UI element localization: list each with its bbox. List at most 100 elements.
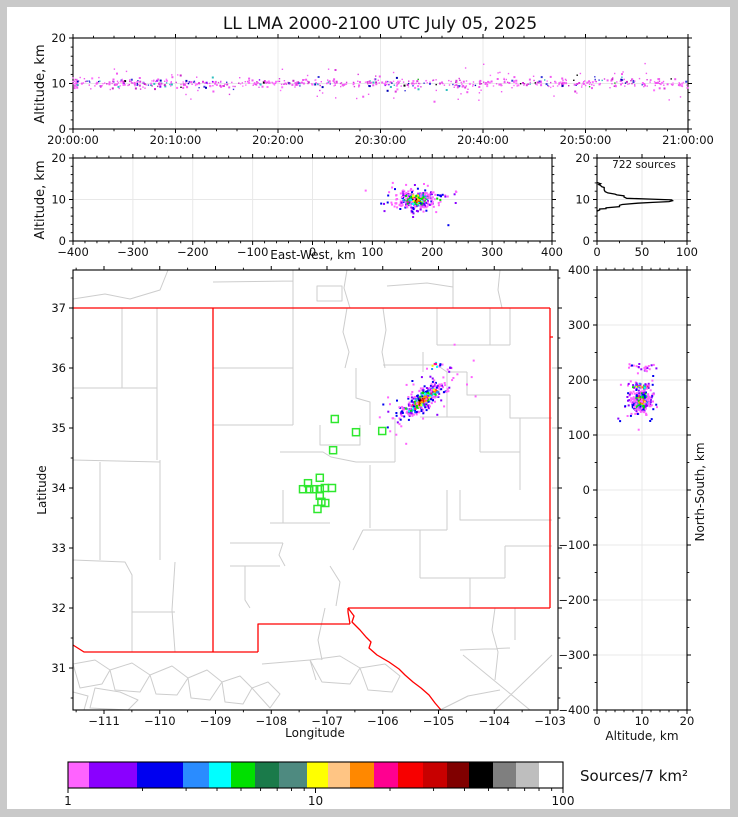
svg-text:10: 10 (575, 193, 590, 207)
svg-text:20: 20 (51, 31, 66, 45)
svg-text:−300: −300 (117, 245, 149, 259)
panel-altitude-histogram: 0 50 100 0 10 20 (575, 151, 698, 259)
altitude-histogram-curve (596, 181, 674, 212)
svg-text:20:50:00: 20:50:00 (560, 133, 612, 147)
svg-text:200: 200 (421, 245, 443, 259)
p1-ylabel: Altitude, km (33, 44, 48, 123)
svg-text:37: 37 (51, 301, 66, 315)
svg-text:34: 34 (51, 481, 66, 495)
panel-ew-height: −400 −300 −200 −100 0 100 200 300 400 0 10 20 (51, 151, 563, 259)
ns-ylabel: North-South, km (693, 442, 707, 541)
svg-text:20:30:00: 20:30:00 (355, 133, 407, 147)
svg-text:100: 100 (361, 245, 383, 259)
station-marker (298, 484, 308, 494)
station-marker (321, 498, 330, 508)
station-marker (303, 478, 313, 488)
colorbar-swatch (89, 762, 137, 788)
svg-text:20:10:00: 20:10:00 (150, 133, 202, 147)
svg-text:−104: −104 (478, 714, 510, 728)
svg-text:−109: −109 (200, 714, 232, 728)
svg-text:−400: −400 (57, 245, 89, 259)
svg-text:36: 36 (51, 361, 66, 375)
station-marker (313, 504, 322, 514)
svg-text:−105: −105 (423, 714, 455, 728)
station-marker (315, 491, 325, 501)
figure-title: LL LMA 2000-2100 UTC July 05, 2025 (223, 14, 537, 34)
colorbar-swatch (328, 762, 350, 788)
svg-text:300: 300 (568, 318, 590, 332)
station-marker (330, 414, 340, 424)
county-borders (72, 269, 558, 711)
colorbar: 1 10 100 (64, 761, 575, 808)
svg-text:31: 31 (51, 661, 66, 675)
svg-text:33: 33 (51, 541, 66, 555)
colorbar-swatch (307, 762, 328, 788)
svg-text:20:20:00: 20:20:00 (252, 133, 304, 147)
svg-text:−200: −200 (558, 593, 590, 607)
colorbar-swatch (279, 762, 307, 788)
svg-text:−200: −200 (177, 245, 209, 259)
map-xlabel: Longitude (285, 726, 345, 740)
svg-text:−108: −108 (255, 714, 287, 728)
plot-layers: 20:00:00 20:10:00 20:20:00 20:30:00 20:40:00… (47, 31, 714, 808)
station-marker (315, 473, 325, 483)
svg-text:0: 0 (593, 245, 600, 259)
colorbar-swatch (539, 762, 563, 788)
svg-text:−110: −110 (144, 714, 176, 728)
svg-text:20: 20 (680, 714, 695, 728)
colorbar-swatch (183, 762, 209, 788)
svg-text:10: 10 (51, 193, 66, 207)
ew-height-sources (364, 181, 458, 227)
map-sources (378, 343, 477, 445)
colorbar-label: Sources/7 km² (580, 767, 688, 785)
svg-text:−400: −400 (558, 703, 590, 717)
panel-time-height: 20:00:00 20:10:00 20:20:00 20:30:00 20:40:00… (47, 31, 714, 147)
svg-text:0: 0 (309, 245, 316, 259)
svg-text:−111: −111 (88, 714, 120, 728)
svg-text:0: 0 (593, 714, 600, 728)
svg-text:0: 0 (583, 483, 590, 497)
svg-text:32: 32 (51, 601, 66, 615)
svg-text:0: 0 (59, 234, 66, 248)
ew-xlabel: East-West, km (270, 248, 356, 262)
svg-text:−107: −107 (311, 714, 343, 728)
svg-text:20: 20 (575, 151, 590, 165)
svg-text:200: 200 (568, 373, 590, 387)
station-marker (351, 427, 361, 437)
svg-text:10: 10 (635, 714, 650, 728)
colorbar-swatch (374, 762, 398, 788)
colorbar-swatch (68, 762, 89, 788)
colorbar-swatch (255, 762, 279, 788)
state-borders (72, 307, 553, 711)
svg-text:−106: −106 (367, 714, 399, 728)
svg-text:50: 50 (635, 245, 650, 259)
p2-ylabel: Altitude, km (33, 160, 48, 239)
svg-text:400: 400 (541, 245, 563, 259)
colorbar-swatch (350, 762, 374, 788)
station-marker (327, 483, 337, 493)
colorbar-swatch (469, 762, 493, 788)
colorbar-swatch (209, 762, 231, 788)
svg-text:100: 100 (552, 794, 575, 808)
svg-text:10: 10 (51, 77, 66, 91)
svg-text:20:40:00: 20:40:00 (457, 133, 509, 147)
hist-annotation: 722 sources (612, 159, 676, 171)
svg-text:−300: −300 (558, 648, 590, 662)
svg-text:0: 0 (59, 122, 66, 136)
panel-ns-height: 0 10 20 −400 −300 −200 −100 0 100 200 300 400 (558, 263, 694, 728)
svg-text:20:00:00: 20:00:00 (47, 133, 99, 147)
svg-text:400: 400 (568, 263, 590, 277)
time-height-sources (72, 62, 689, 103)
lma-station-markers (298, 414, 387, 514)
panel-plan-map: −111 −110 −109 −108 −107 −106 −105 −104 −103 31 32… (51, 266, 566, 728)
svg-text:−100: −100 (558, 538, 590, 552)
ns-xlabel: Altitude, km (605, 729, 678, 743)
colorbar-swatch (516, 762, 539, 788)
station-marker (309, 484, 319, 494)
ns-height-sources (617, 363, 658, 431)
station-marker (304, 484, 314, 494)
svg-text:0: 0 (583, 234, 590, 248)
map-underlay (72, 269, 558, 711)
